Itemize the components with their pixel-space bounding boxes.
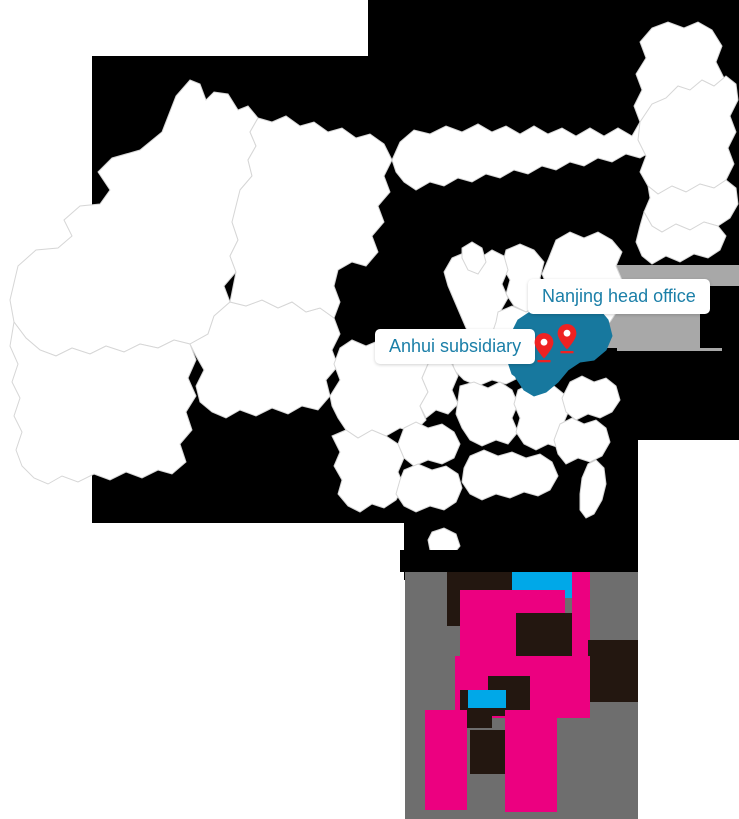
map-pin-nanjing[interactable]	[556, 323, 578, 354]
province-fujian	[553, 417, 611, 465]
artifact-magenta-2	[572, 572, 590, 658]
province-guizhou	[397, 421, 461, 467]
artifact-white-right	[638, 440, 739, 575]
artifact-magenta-5	[505, 710, 557, 812]
artifact-magenta-4	[425, 710, 467, 810]
label-anhui-text: Anhui subsidiary	[389, 336, 522, 356]
province-taiwan	[579, 459, 607, 519]
artifact-white-topleft	[0, 0, 368, 56]
artifact-white-bottomright	[633, 575, 739, 819]
map-pin-anhui[interactable]	[533, 332, 555, 363]
province-liaoning	[635, 210, 727, 265]
label-nanjing-head-office[interactable]: Nanjing head office	[528, 279, 710, 314]
province-chongqing	[419, 357, 459, 419]
province-tibet	[9, 320, 197, 485]
artifact-brown-7	[400, 550, 638, 572]
province-guangxi	[395, 463, 463, 513]
province-zhejiang	[561, 375, 621, 421]
artifact-brown-2	[516, 613, 582, 661]
label-anhui-subsidiary[interactable]: Anhui subsidiary	[375, 329, 536, 364]
province-hunan	[455, 381, 519, 447]
province-yunnan	[331, 429, 405, 513]
label-nanjing-text: Nanjing head office	[542, 286, 696, 306]
artifact-gray-strip	[405, 572, 423, 819]
artifact-brown-3	[588, 640, 638, 702]
province-guangdong	[461, 449, 559, 501]
province-gansu	[229, 115, 393, 319]
artifact-white-bottomleft	[0, 523, 404, 819]
province-ningxia	[461, 241, 487, 275]
artifact-cyan-2	[468, 690, 506, 708]
map-pin-icon	[534, 333, 554, 363]
map-pin-icon	[557, 324, 577, 354]
